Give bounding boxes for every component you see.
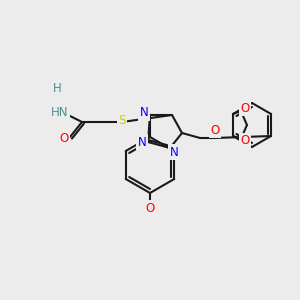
Text: O: O <box>240 134 250 148</box>
Text: HN: HN <box>51 106 69 118</box>
Text: O: O <box>210 124 220 136</box>
Text: O: O <box>146 202 154 214</box>
Text: O: O <box>59 133 69 146</box>
Text: S: S <box>118 115 126 128</box>
Text: N: N <box>138 136 146 148</box>
Text: H: H <box>52 82 62 94</box>
Text: N: N <box>169 146 178 158</box>
Text: O: O <box>240 101 250 115</box>
Text: N: N <box>140 106 148 119</box>
